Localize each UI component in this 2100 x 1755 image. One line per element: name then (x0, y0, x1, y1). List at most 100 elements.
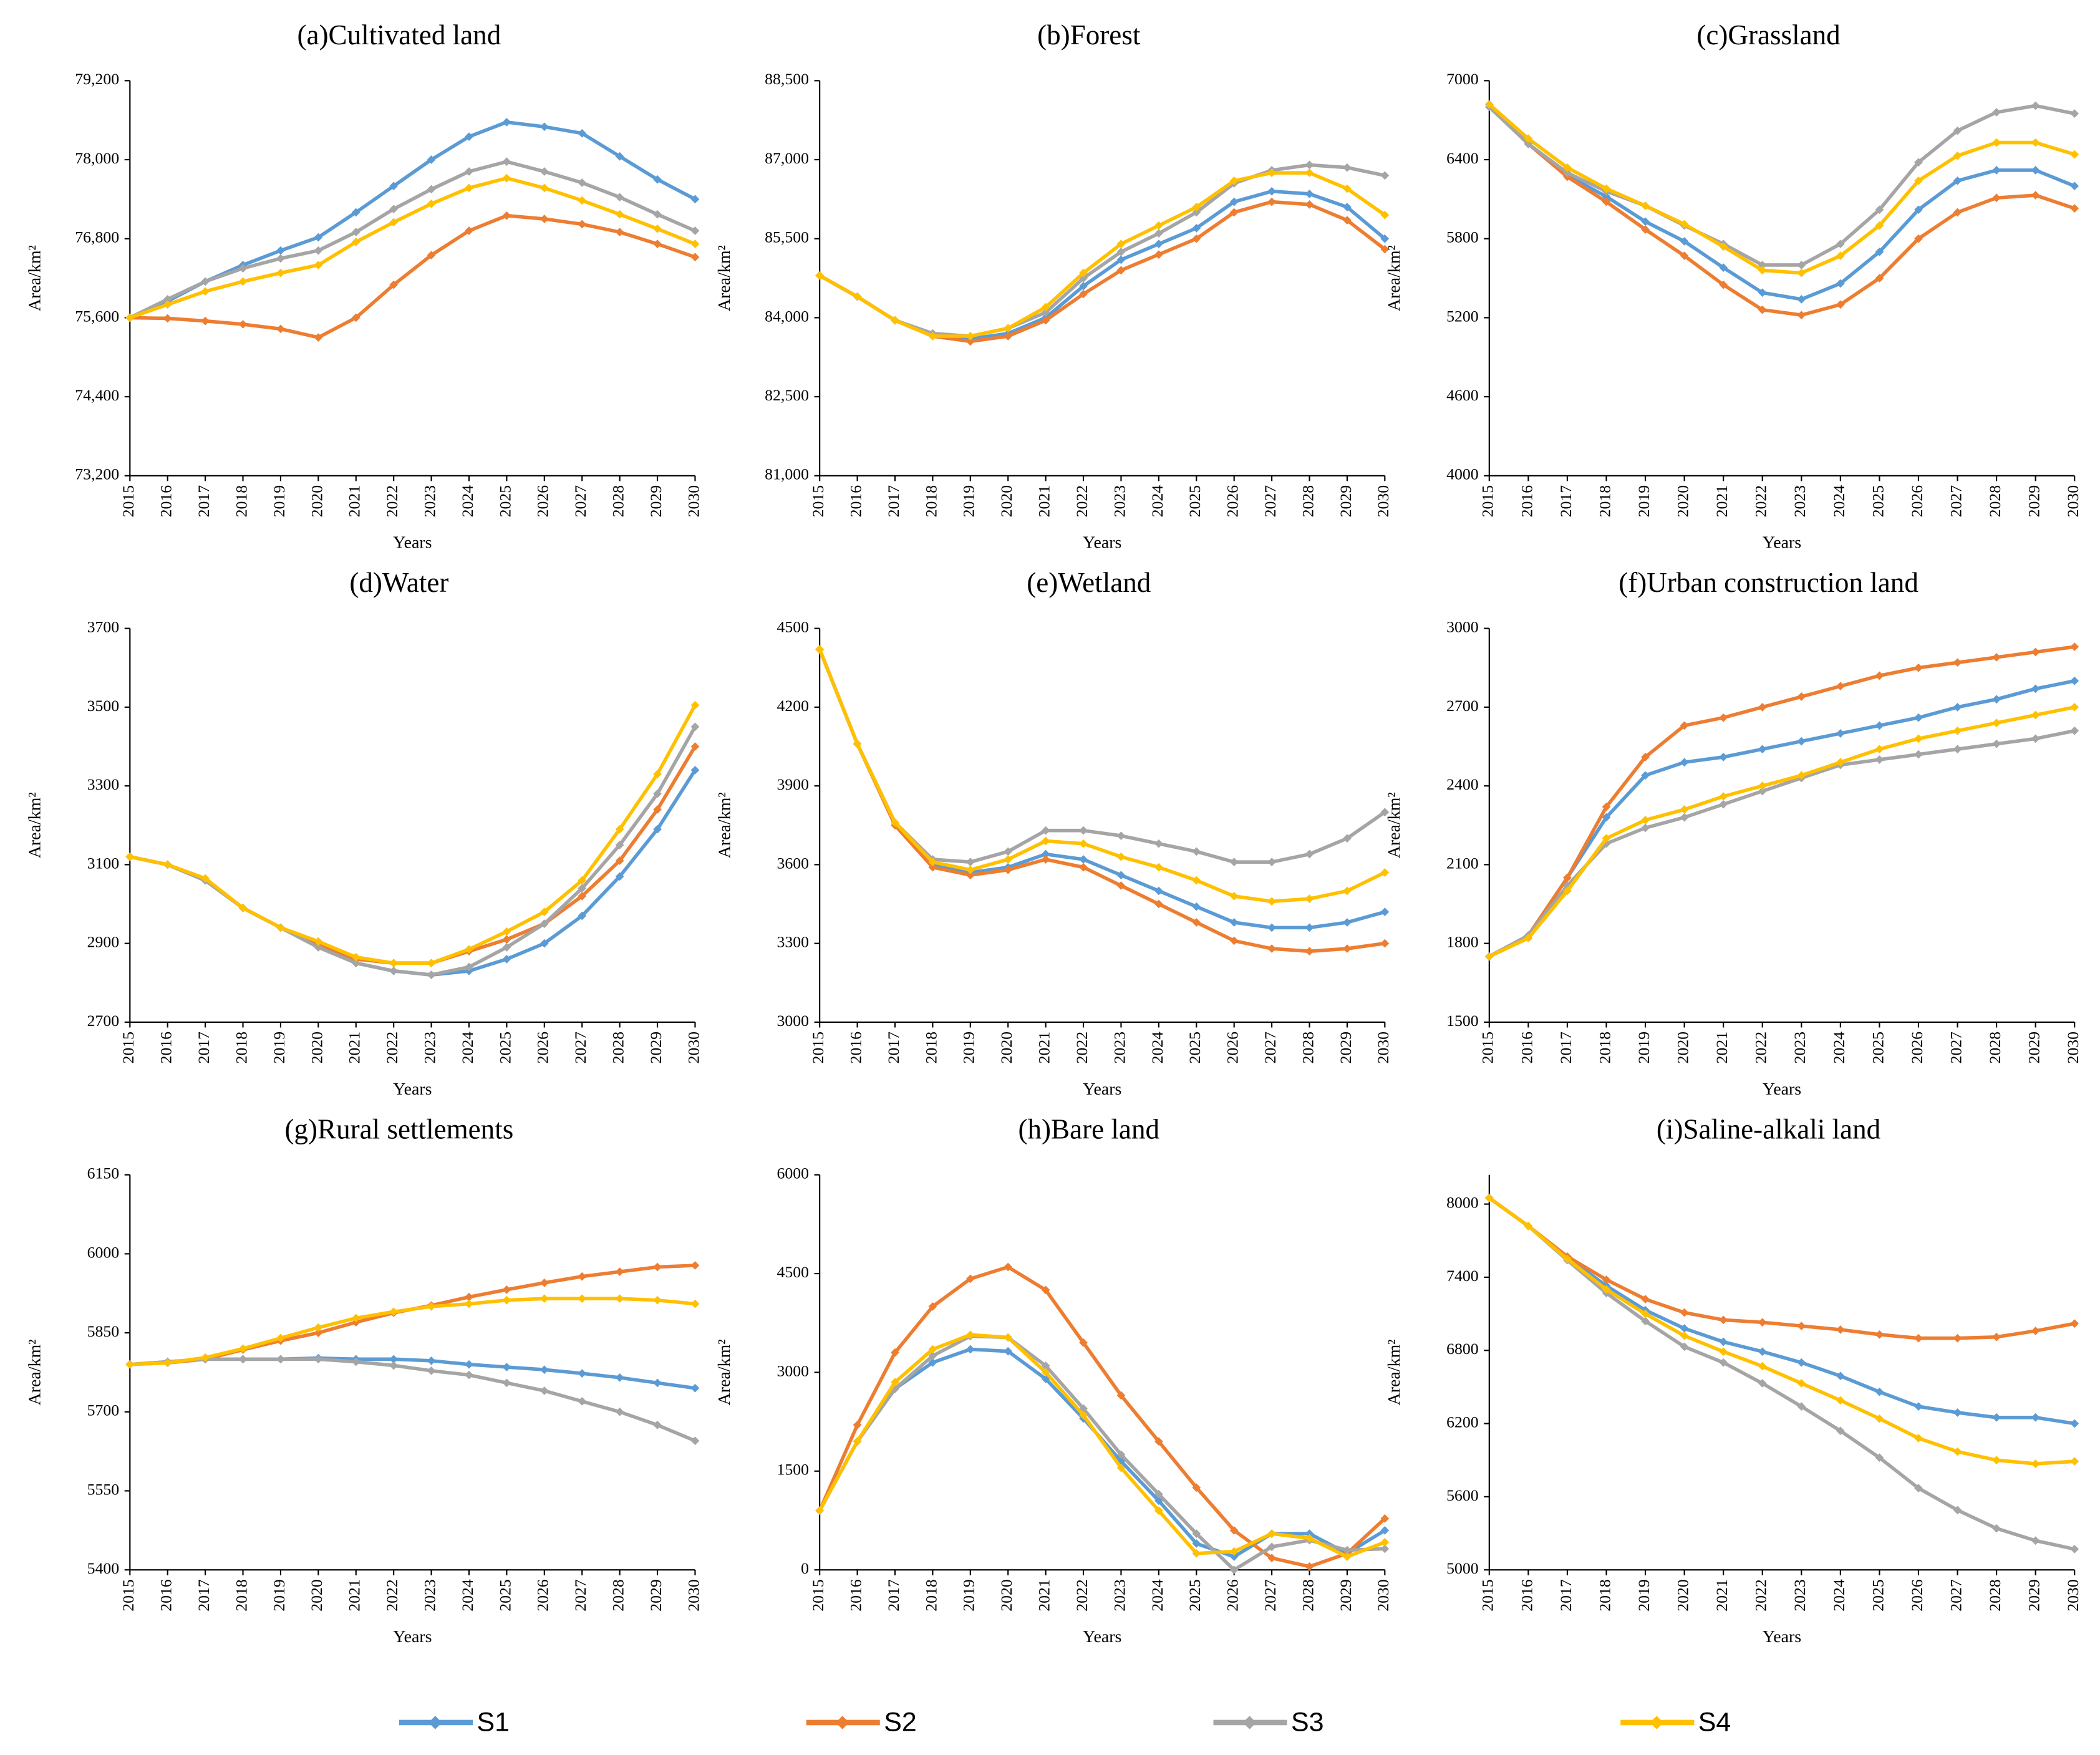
point-marker (891, 1348, 899, 1357)
x-tick-label: 2026 (1908, 485, 1926, 518)
point-marker (201, 316, 210, 326)
y-tick-label: 81,000 (765, 465, 809, 483)
series-line: S2 (130, 213, 696, 340)
point-marker (2070, 1319, 2079, 1328)
series-line: S3 (129, 160, 696, 319)
panel: (h)Bare land 0 1500 3000 4500 6000 2015 2016 201… (715, 1113, 1392, 1646)
legend-marker (1242, 1716, 1257, 1729)
point-marker (690, 253, 700, 262)
point-marker (653, 1421, 662, 1429)
point-marker (690, 742, 700, 751)
point-marker (1875, 1387, 1884, 1396)
y-tick-label: 73,200 (75, 465, 119, 483)
x-tick-label: 2018 (922, 485, 940, 517)
x-tick-label: 2022 (1752, 1579, 1770, 1612)
point-marker (2031, 734, 2040, 743)
x-tick-label: 2015 (809, 485, 827, 517)
point-marker (389, 280, 399, 289)
point-marker (276, 246, 285, 255)
point-marker (1992, 1413, 2001, 1422)
point-marker (2031, 710, 2040, 720)
point-marker (2031, 1536, 2040, 1545)
point-marker (1380, 171, 1390, 180)
point-marker (1563, 886, 1572, 896)
x-axis-label: Years (1763, 1080, 1801, 1099)
point-marker (465, 1299, 473, 1308)
point-marker (427, 1366, 436, 1375)
point-marker (690, 1436, 700, 1446)
point-marker (502, 173, 511, 183)
x-tick-label: 2019 (270, 485, 288, 518)
point-marker (502, 1363, 511, 1371)
point-marker (1229, 197, 1239, 206)
point-marker (1041, 302, 1050, 312)
point-marker (1680, 721, 1689, 730)
point-marker (1875, 1330, 1884, 1339)
series-line: S1 (1488, 679, 2075, 959)
point-marker (465, 1370, 473, 1380)
point-marker (540, 907, 549, 917)
point-marker (1797, 311, 1806, 320)
x-tick-label: 2019 (1635, 485, 1653, 518)
x-tick-label: 2015 (1479, 1032, 1497, 1064)
point-marker (1758, 1379, 1767, 1388)
series-line: S4 (818, 171, 1386, 338)
x-tick-label: 2019 (960, 485, 978, 518)
point-marker (540, 919, 549, 928)
x-tick-label: 2021 (346, 1579, 364, 1612)
point-marker (238, 320, 248, 329)
point-marker (502, 157, 511, 167)
point-marker (1004, 1262, 1013, 1272)
point-marker (1343, 1545, 1352, 1555)
point-marker (1004, 332, 1013, 341)
y-axis-label: Area/km² (25, 792, 44, 858)
y-tick-label: 2700 (87, 1012, 120, 1030)
point-marker (276, 254, 285, 263)
point-marker (1192, 208, 1201, 217)
y-tick-label: 4500 (777, 1263, 809, 1281)
point-marker (1797, 1402, 1806, 1411)
x-tick-label: 2021 (1035, 485, 1053, 517)
point-marker (1836, 239, 1845, 249)
point-marker (690, 1299, 700, 1308)
point-marker (1680, 220, 1689, 229)
x-tick-label: 2024 (1148, 1579, 1166, 1612)
x-tick-label: 2016 (1517, 1579, 1536, 1612)
y-tick-label: 7000 (1446, 70, 1479, 88)
point-marker (1797, 268, 1806, 278)
x-tick-label: 2025 (1869, 485, 1887, 518)
x-tick-label: 2022 (1073, 1579, 1091, 1612)
x-tick-label: 2026 (534, 485, 552, 518)
x-axis-label: Years (1083, 1627, 1121, 1646)
point-marker (1229, 176, 1239, 185)
x-tick-label: 2029 (647, 1032, 665, 1063)
x-tick-label: 2027 (571, 1579, 589, 1612)
chart-title: (e)Wetland (1027, 567, 1151, 598)
point-marker (201, 287, 210, 296)
point-marker (1380, 939, 1390, 948)
point-marker (653, 770, 662, 779)
x-tick-label: 2022 (1752, 485, 1770, 518)
x-tick-label: 2017 (1557, 1579, 1575, 1612)
point-marker (1875, 671, 1884, 680)
series-line: S1 (130, 1356, 695, 1390)
x-tick-label: 2028 (1299, 1579, 1317, 1612)
point-marker (891, 1384, 899, 1393)
point-marker (1719, 792, 1728, 801)
point-marker (1267, 168, 1276, 178)
point-marker (1758, 786, 1767, 796)
x-tick-label: 2020 (1674, 1032, 1692, 1064)
point-marker (502, 1378, 511, 1388)
point-marker (1229, 208, 1239, 217)
point-marker (1343, 944, 1352, 953)
x-tick-label: 2025 (496, 485, 514, 518)
x-tick-label: 2029 (2025, 485, 2043, 518)
y-tick-label: 5850 (87, 1322, 120, 1340)
point-marker (502, 1295, 511, 1305)
x-tick-label: 2028 (609, 1579, 627, 1612)
point-marker (2070, 642, 2079, 651)
point-marker (465, 962, 473, 972)
y-axis-label: Area/km² (1385, 1339, 1404, 1405)
point-marker (1305, 1529, 1314, 1538)
point-marker (1836, 251, 1845, 261)
